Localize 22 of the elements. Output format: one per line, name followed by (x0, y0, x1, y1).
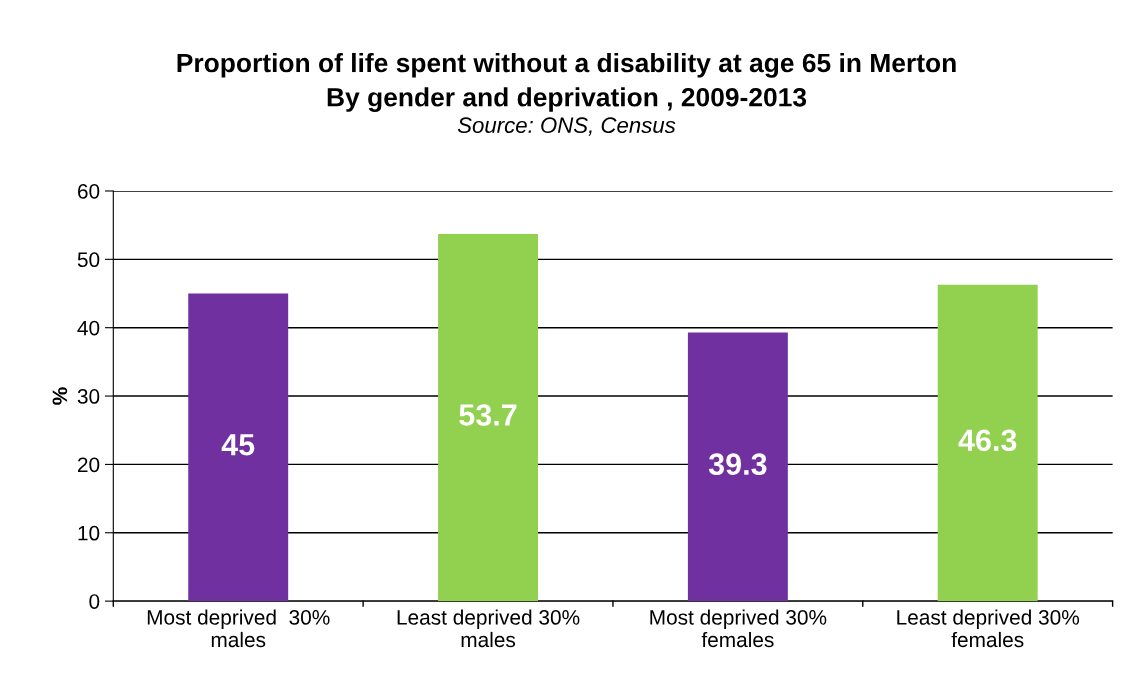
data-label: 53.7 (459, 404, 517, 426)
x-tick-label: Least deprived 30% males (397, 609, 580, 648)
y-tick-label: 20 (77, 457, 100, 473)
y-tick-label: 60 (77, 183, 100, 199)
x-tick-label: Most deprived 30% females (650, 609, 827, 648)
bar (188, 293, 289, 602)
chart-subtitle: Source: ONS, Census (457, 117, 676, 136)
data-label: 46.3 (958, 429, 1017, 452)
bar (438, 234, 539, 602)
y-tick-label: 10 (78, 525, 100, 541)
data-label: 39.3 (708, 453, 767, 476)
x-tick-label: Most deprived 30% males (147, 609, 330, 648)
bar (937, 284, 1038, 602)
chart-title: Proportion of life spent without a disability at age 65 in Merton By gender and deprivation , 2009-2013 (177, 52, 956, 112)
y-tick-label: 50 (77, 252, 100, 268)
y-tick-label: 30 (77, 389, 100, 404)
y-tick-label: 40 (77, 320, 100, 336)
x-tick-label: Least deprived 30% females (897, 609, 1080, 648)
data-label: 45 (221, 434, 255, 456)
y-tick-label: 0 (89, 594, 100, 609)
bar (687, 332, 788, 602)
y-axis-title: % (52, 387, 68, 405)
